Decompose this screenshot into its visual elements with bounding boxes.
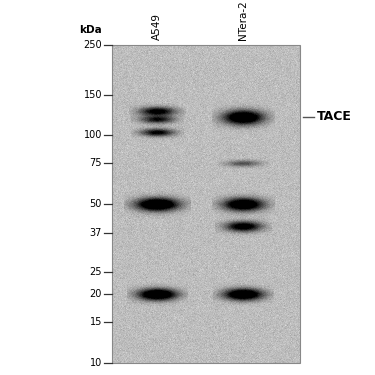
Text: 250: 250 bbox=[83, 40, 102, 50]
Text: 100: 100 bbox=[84, 130, 102, 140]
Text: TACE: TACE bbox=[317, 111, 352, 123]
Text: NTera-2: NTera-2 bbox=[238, 0, 248, 40]
Text: 15: 15 bbox=[90, 317, 102, 327]
Text: 10: 10 bbox=[90, 358, 102, 368]
Text: 37: 37 bbox=[90, 228, 102, 238]
Bar bbox=[112, 45, 300, 363]
Text: 25: 25 bbox=[90, 267, 102, 277]
Text: 20: 20 bbox=[90, 289, 102, 299]
Text: 50: 50 bbox=[90, 199, 102, 209]
Text: 75: 75 bbox=[90, 158, 102, 168]
Text: A549: A549 bbox=[152, 13, 162, 40]
Text: kDa: kDa bbox=[79, 25, 102, 35]
Text: 150: 150 bbox=[84, 90, 102, 100]
